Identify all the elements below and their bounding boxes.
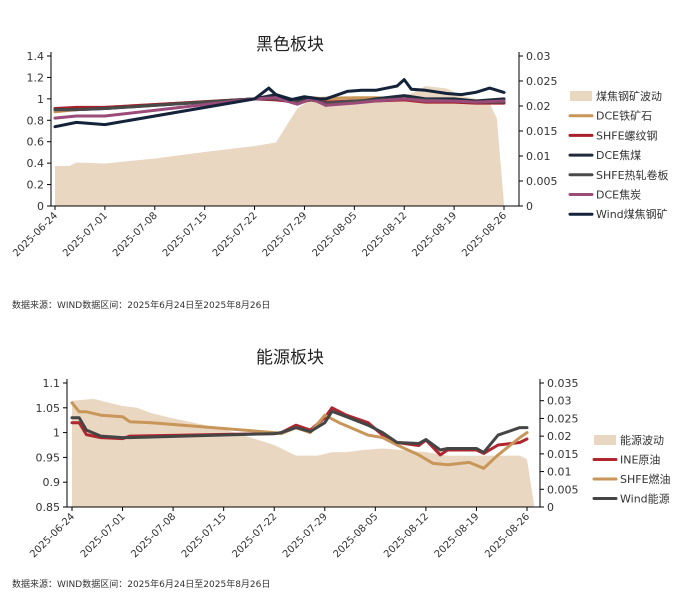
legend-label: DCE焦煤 <box>596 149 641 162</box>
y-right-tick-label: 0.02 <box>547 430 572 443</box>
y-right-tick-label: 0.03 <box>547 395 572 408</box>
chart-title: 能源板块 <box>256 348 324 368</box>
y-left-tick-label: 1.05 <box>36 402 61 415</box>
y-right-tick-label: 0.015 <box>547 448 579 461</box>
legend-label: SHFE燃油 <box>620 472 671 486</box>
data-source-note: 数据来源：WIND数据区间：2025年6月24日至2025年8月26日 <box>12 580 271 590</box>
y-left-tick-label: 0.6 <box>27 136 45 149</box>
legend-label: DCE焦炭 <box>596 189 641 202</box>
legend-label: SHFE热轧卷板 <box>596 168 669 182</box>
x-tick-label: 2025-07-01 <box>61 210 110 259</box>
legend-label: Wind煤焦钢矿 <box>596 208 668 221</box>
x-tick-label: 2025-08-26 <box>460 210 509 259</box>
y-left-tick-label: 0.95 <box>36 451 61 464</box>
energy-sector-chart: 0.85 0.9 0.95 1 1.05 1.1 0 0.005 0.01 0.015 0.02 0.… <box>28 377 671 560</box>
volatility-area <box>55 86 504 206</box>
y-right-tick-label: 0.01 <box>526 150 551 163</box>
x-tick-label: 2025-07-08 <box>111 210 160 259</box>
series-line <box>70 401 529 470</box>
x-tick-label: 2025-08-19 <box>410 210 459 259</box>
y-right-tick-label: 0.02 <box>526 100 551 113</box>
x-tick-label: 2025-07-15 <box>161 210 210 259</box>
volatility-area <box>72 398 535 507</box>
black-sector-panel: 黑色板块 0 0.2 0.4 0.6 0.8 1 1.2 1.4 0 0.005 0.01 0.015… <box>11 35 669 311</box>
y-left-tick-label: 0.85 <box>36 501 61 514</box>
legend-label: 煤焦钢矿波动 <box>596 90 662 103</box>
x-tick-label: 2025-07-29 <box>281 511 330 560</box>
y-right-tick-label: 0.025 <box>547 412 579 425</box>
y-left-tick-label: 1 <box>53 427 60 440</box>
y-left-tick-label: 0.9 <box>43 476 61 489</box>
x-tick-label: 2025-07-22 <box>230 511 279 560</box>
y-left-tick-label: 0.8 <box>27 114 45 127</box>
black-sector-chart: 0 0.2 0.4 0.6 0.8 1 1.2 1.4 0 0.005 0.01 0.015 0.02 0… <box>11 50 669 259</box>
legend-label: 能源波动 <box>620 433 664 447</box>
y-right-tick-label: 0 <box>547 501 554 514</box>
legend-label: DCE铁矿石 <box>596 110 652 123</box>
legend-swatch <box>570 91 592 101</box>
y-right-tick-label: 0.035 <box>547 377 579 390</box>
y-right-tick-label: 0.025 <box>526 75 558 88</box>
y-right-tick-label: 0 <box>526 200 533 213</box>
x-tick-label: 2025-07-01 <box>79 511 128 560</box>
y-right-tick-label: 0.03 <box>526 50 551 63</box>
x-tick-label: 2025-06-24 <box>11 210 60 259</box>
y-right-tick-label: 0.005 <box>526 175 558 188</box>
x-tick-label: 2025-06-24 <box>28 511 77 560</box>
series-line <box>53 78 506 129</box>
energy-sector-panel: 能源板块 0.85 0.9 0.95 1 1.05 1.1 0 0.005 0.01 0.015 0… <box>0 330 688 597</box>
legend-label: Wind能源 <box>620 492 670 506</box>
y-left-tick-label: 1.4 <box>27 50 45 63</box>
y-left-tick-label: 0 <box>37 200 44 213</box>
legend-swatch <box>594 435 616 445</box>
x-tick-label: 2025-08-05 <box>311 210 360 259</box>
series-line <box>53 96 506 120</box>
x-tick-label: 2025-07-22 <box>211 210 260 259</box>
series-line <box>70 409 529 454</box>
y-left-tick-label: 1 <box>37 93 44 106</box>
x-tick-label: 2025-07-08 <box>129 511 178 560</box>
x-tick-label: 2025-08-19 <box>433 511 482 560</box>
y-left-tick-label: 1.2 <box>27 71 45 84</box>
y-right-tick-label: 0.015 <box>526 125 558 138</box>
legend-label: SHFE螺纹钢 <box>596 128 658 142</box>
data-source-note: 数据来源：WIND数据区间：2025年6月24日至2025年8月26日 <box>12 301 271 311</box>
x-tick-label: 2025-08-12 <box>360 210 409 259</box>
x-tick-label: 2025-07-29 <box>261 210 310 259</box>
y-left-tick-label: 0.4 <box>27 157 45 170</box>
y-right-tick-label: 0.01 <box>547 466 572 479</box>
x-tick-label: 2025-07-15 <box>180 511 229 560</box>
y-right-tick-label: 0.005 <box>547 483 579 496</box>
legend-label: INE原油 <box>620 453 660 467</box>
y-left-tick-label: 1.1 <box>43 377 61 390</box>
chart-title: 黑色板块 <box>256 35 324 55</box>
y-left-tick-label: 0.2 <box>27 179 45 192</box>
x-tick-label: 2025-08-12 <box>382 511 431 560</box>
x-tick-label: 2025-08-05 <box>332 511 381 560</box>
x-tick-label: 2025-08-26 <box>483 511 532 560</box>
